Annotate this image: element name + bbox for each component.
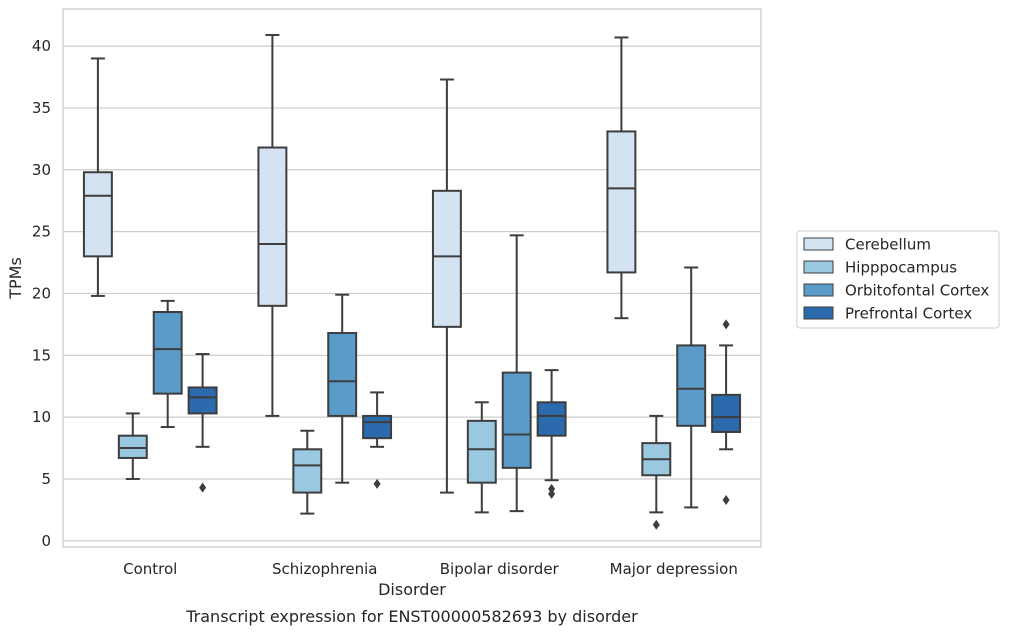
legend-label: Cerebellum — [845, 236, 931, 254]
legend-label: Hipppocampus — [845, 259, 957, 277]
legend: Cerebellum Hipppocampus Orbitofontal Corte… — [796, 230, 1000, 329]
y-axis-label: TPMs — [6, 257, 25, 300]
legend-frame — [796, 230, 1000, 329]
outlier-point — [652, 519, 660, 530]
y-tick-label: 15 — [32, 346, 51, 364]
box-group — [641, 414, 672, 530]
y-tick-label: 35 — [32, 99, 51, 117]
box-iqr — [327, 332, 358, 417]
x-axis-label: Disorder — [378, 580, 446, 599]
box-iqr — [431, 189, 462, 328]
legend-label: Orbitofontal Cortex — [845, 282, 989, 300]
box-group — [676, 266, 707, 509]
box-group — [536, 369, 567, 499]
box-group — [466, 401, 497, 514]
x-tick-label: Bipolar disorder — [440, 560, 560, 578]
box-iqr — [536, 401, 567, 437]
y-tick-label: 30 — [32, 161, 51, 179]
legend-label: Prefrontal Cortex — [845, 305, 972, 323]
box-iqr — [362, 414, 393, 440]
box-group — [711, 319, 742, 506]
legend-swatch — [803, 283, 834, 297]
plot-frame — [62, 8, 762, 548]
box-iqr — [292, 448, 323, 494]
outlier-point — [548, 488, 556, 499]
box-iqr — [711, 393, 742, 433]
x-tick-labels: Control Schizophrenia Bipolar disorder Majo… — [123, 560, 738, 578]
outlier-point — [373, 478, 381, 489]
box-iqr — [82, 171, 113, 258]
box-group — [187, 353, 218, 493]
y-tick-label: 0 — [41, 532, 51, 550]
box-iqr — [152, 311, 183, 395]
box-iqr — [466, 419, 497, 484]
x-tick-label: Major depression — [610, 560, 738, 578]
box-group — [117, 412, 148, 480]
y-tick-label: 25 — [32, 223, 51, 241]
box-iqr — [117, 434, 148, 459]
chart-caption: Transcript expression for ENST0000058269… — [185, 607, 638, 626]
box-group — [82, 57, 113, 297]
box-iqr — [257, 146, 288, 307]
legend-items: Cerebellum Hipppocampus Orbitofontal Corte… — [803, 236, 989, 323]
box-iqr — [676, 344, 707, 427]
y-tick-label: 5 — [41, 470, 51, 488]
y-tick-label: 10 — [32, 408, 51, 426]
box-iqr — [501, 371, 532, 469]
box-group — [606, 36, 637, 320]
outlier-point — [722, 495, 730, 506]
legend-swatch — [803, 306, 834, 320]
outlier-point — [722, 319, 730, 330]
box-group — [431, 78, 462, 494]
legend-swatch — [803, 237, 834, 251]
outlier-point — [199, 482, 207, 493]
box-group — [257, 33, 288, 417]
legend-swatch — [803, 260, 834, 274]
box-iqr — [187, 386, 218, 415]
box-group — [501, 234, 532, 513]
box-group — [152, 299, 183, 429]
box-group — [292, 429, 323, 515]
box-iqr — [606, 130, 637, 274]
y-tick-label: 20 — [32, 284, 51, 302]
x-tick-label: Schizophrenia — [272, 560, 377, 578]
box-group — [362, 391, 393, 489]
box-group — [327, 293, 358, 484]
plot-boxes — [82, 33, 742, 530]
y-tick-labels: 0 5 10 15 20 25 30 35 40 — [32, 37, 51, 550]
x-tick-label: Control — [123, 560, 177, 578]
y-tick-label: 40 — [32, 37, 51, 55]
